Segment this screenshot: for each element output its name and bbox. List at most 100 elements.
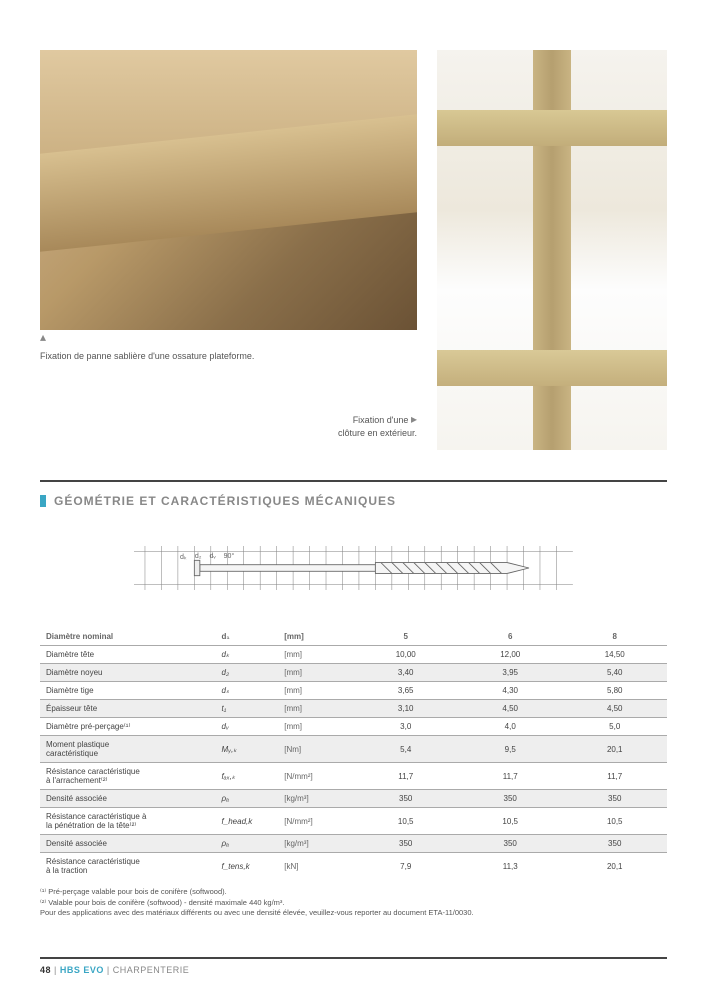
row-unit: [N/mm²] [278,763,353,790]
table-row: Diamètre pré-perçage⁽¹⁾dᵥ[mm]3,04,05,0 [40,718,667,736]
row-unit: [mm] [278,718,353,736]
photo-right-caption-line1: Fixation d'une [353,415,409,425]
photo-row: ▴ Fixation de panne sablière d'une ossat… [40,50,667,450]
row-symbol: dᵥ [216,718,279,736]
row-symbol: d₂ [216,664,279,682]
footer-tail: CHARPENTERIE [113,965,190,975]
row-v1: 350 [353,790,458,808]
row-v2: 11,3 [458,853,563,880]
row-v1: 7,9 [353,853,458,880]
table-row: Diamètre noyeud₂[mm]3,403,955,40 [40,664,667,682]
table-header-v1: 5 [353,628,458,646]
row-v1: 3,0 [353,718,458,736]
row-unit: [kg/m³] [278,835,353,853]
row-v2: 10,5 [458,808,563,835]
caret-right-icon: ▸ [411,412,417,426]
table-row: Diamètre tigedₛ[mm]3,654,305,80 [40,682,667,700]
row-v3: 350 [562,835,667,853]
footer-brand: HBS EVO [60,965,104,975]
note-3: Pour des applications avec des matériaux… [40,908,667,919]
section-marker-icon [40,495,46,507]
footer-sep-2: | [107,965,110,975]
table-header-symbol: d₁ [216,628,279,646]
row-v1: 3,10 [353,700,458,718]
row-unit: [mm] [278,682,353,700]
row-v1: 5,4 [353,736,458,763]
row-v3: 4,50 [562,700,667,718]
row-symbol: f_head,k [216,808,279,835]
table-notes: ⁽¹⁾ Pré-perçage valable pour bois de con… [40,887,667,919]
table-row: Moment plastiquecaractéristiqueMᵧ,ₖ[Nm]5… [40,736,667,763]
row-label: Diamètre tête [40,646,216,664]
row-unit: [mm] [278,700,353,718]
table-row: Densité associéeρₐ[kg/m³]350350350 [40,790,667,808]
photo-left-caption: Fixation de panne sablière d'une ossatur… [40,350,417,363]
row-label: Diamètre tige [40,682,216,700]
photo-left-col: ▴ Fixation de panne sablière d'une ossat… [40,50,417,450]
row-v1: 11,7 [353,763,458,790]
row-label: Résistance caractéristique àla pénétrati… [40,808,216,835]
row-symbol: Mᵧ,ₖ [216,736,279,763]
table-header-unit: [mm] [278,628,353,646]
row-v3: 20,1 [562,736,667,763]
row-unit: [kN] [278,853,353,880]
row-unit: [mm] [278,646,353,664]
row-symbol: dₖ [216,646,279,664]
row-v2: 12,00 [458,646,563,664]
table-row: Épaisseur têtet₁[mm]3,104,504,50 [40,700,667,718]
section-title: GÉOMÉTRIE ET CARACTÉRISTIQUES MÉCANIQUES [54,494,396,508]
row-v1: 350 [353,835,458,853]
row-v2: 9,5 [458,736,563,763]
row-symbol: ρₐ [216,790,279,808]
row-v1: 3,65 [353,682,458,700]
row-unit: [mm] [278,664,353,682]
note-2: ⁽²⁾ Valable pour bois de conifère (softw… [40,898,667,909]
row-unit: [kg/m³] [278,790,353,808]
row-v3: 20,1 [562,853,667,880]
diagram-left-labels: dₖ d₂ dᵥ 90° [180,553,234,561]
row-symbol: ρₐ [216,835,279,853]
row-label: Moment plastiquecaractéristique [40,736,216,763]
row-label: Densité associée [40,835,216,853]
screw-svg-icon [134,538,573,598]
photo-left-image [40,50,417,330]
row-symbol: f_tens,k [216,853,279,880]
row-v2: 4,50 [458,700,563,718]
row-v3: 11,7 [562,763,667,790]
table-row: Densité associéeρₐ[kg/m³]350350350 [40,835,667,853]
row-unit: [Nm] [278,736,353,763]
row-v2: 4,30 [458,682,563,700]
table-row: Diamètre têtedₖ[mm]10,0012,0014,50 [40,646,667,664]
row-v3: 5,80 [562,682,667,700]
row-v3: 10,5 [562,808,667,835]
row-symbol: dₛ [216,682,279,700]
row-unit: [N/mm²] [278,808,353,835]
row-v3: 5,0 [562,718,667,736]
table-row: Résistance caractéristiqueà la tractionf… [40,853,667,880]
row-v2: 4,0 [458,718,563,736]
photo-right-caption-line2: clôture en extérieur. [338,428,417,438]
row-label: Résistance caractéristiqueà l'arrachemen… [40,763,216,790]
table-row: Résistance caractéristique àla pénétrati… [40,808,667,835]
note-1: ⁽¹⁾ Pré-perçage valable pour bois de con… [40,887,667,898]
row-label: Résistance caractéristiqueà la traction [40,853,216,880]
photo-right-caption: Fixation d'une ▸ clôture en extérieur. [40,411,417,440]
row-symbol: fₐₓ,ₖ [216,763,279,790]
row-v3: 350 [562,790,667,808]
row-label: Épaisseur tête [40,700,216,718]
photo-right-col [437,50,667,450]
row-symbol: t₁ [216,700,279,718]
spec-table: Diamètre nominal d₁ [mm] 5 6 8 Diamètre … [40,628,667,879]
caret-up-icon: ▴ [40,330,417,344]
row-v1: 3,40 [353,664,458,682]
row-label: Diamètre noyeu [40,664,216,682]
section-header: GÉOMÉTRIE ET CARACTÉRISTIQUES MÉCANIQUES [40,480,667,508]
row-v3: 14,50 [562,646,667,664]
table-header-label: Diamètre nominal [40,628,216,646]
row-v2: 350 [458,835,563,853]
footer-sep-1: | [54,965,57,975]
row-v2: 350 [458,790,563,808]
table-row: Résistance caractéristiqueà l'arrachemen… [40,763,667,790]
table-header-row: Diamètre nominal d₁ [mm] 5 6 8 [40,628,667,646]
screw-diagram: dₖ d₂ dᵥ 90° [40,523,667,613]
